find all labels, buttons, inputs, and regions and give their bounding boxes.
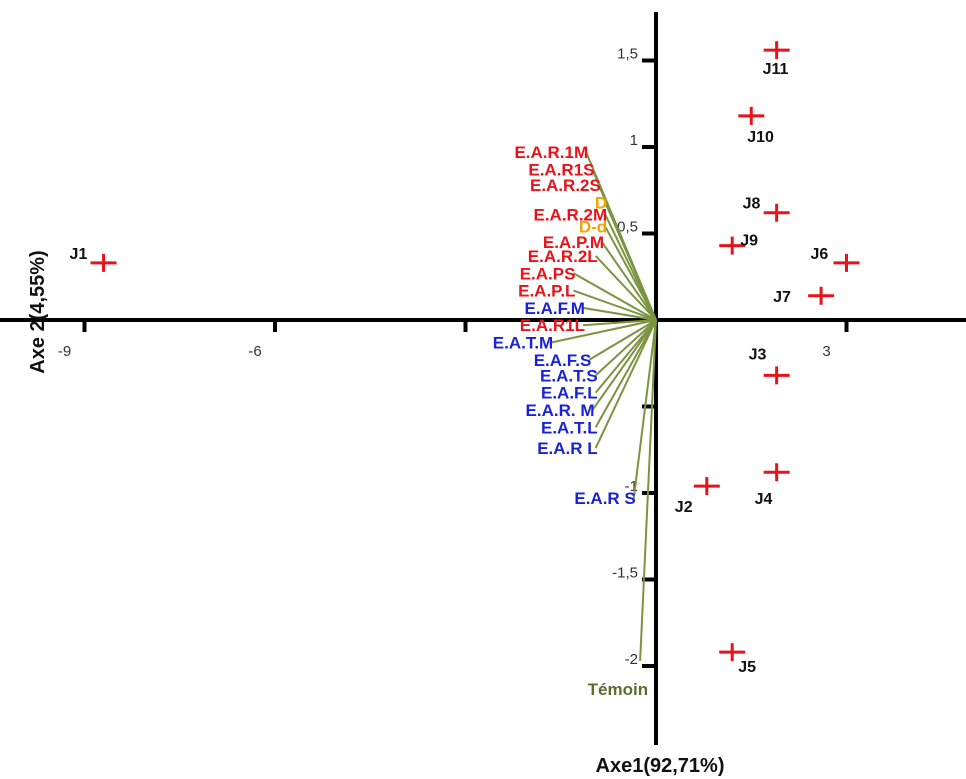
variable-label: E.A.R.2L: [528, 247, 598, 266]
loading-vector: [582, 306, 657, 321]
variable-label: E.A.R1L: [520, 316, 585, 335]
loading-vector: [573, 289, 657, 321]
observation-label: J10: [747, 129, 774, 146]
y-axis-title: Axe 2(4,55%): [27, 250, 49, 373]
variable-label: E.A.R L: [537, 439, 597, 458]
loading-vector: [594, 319, 657, 377]
observation-label: J2: [675, 499, 693, 516]
y-tick-label: -1,5: [612, 565, 638, 582]
variable-label: E.A.F.M: [525, 299, 585, 318]
observation-label: J1: [70, 246, 88, 263]
observation-label: J3: [749, 346, 767, 363]
loading-vector: [594, 319, 657, 428]
loading-vector: [594, 255, 657, 321]
x-tick-label: 3: [822, 343, 830, 360]
variable-label: E.A.T.S: [540, 366, 598, 385]
y-tick-label: -2: [625, 651, 638, 668]
loading-vector: [601, 241, 657, 321]
y-tick-label: 1,5: [617, 46, 638, 63]
axes: [0, 12, 966, 745]
loading-vector: [632, 319, 657, 499]
observations: J1 J2 J3 J4 J5 J6 J7 J8 J9 J10 J11: [70, 41, 860, 676]
observation-label: J4: [755, 491, 773, 508]
variable-label: E.A.P.M: [543, 233, 604, 252]
loading-vectors: [551, 151, 657, 661]
x-tick-label: -6: [248, 343, 261, 360]
observation-label: J7: [773, 289, 791, 306]
observation-label: J8: [743, 196, 761, 213]
observation-label: J11: [763, 61, 789, 78]
variable-label: D: [595, 193, 607, 212]
variable-label: E.A.F.S: [534, 351, 592, 370]
observation-label: J6: [811, 246, 829, 263]
variable-label: E.A.R. M: [526, 401, 595, 420]
loading-vector: [582, 319, 657, 327]
observation-label: J9: [740, 233, 758, 250]
loading-vector: [572, 272, 657, 321]
variable-labels: E.A.R.1ME.A.R1SE.A.R.2SDE.A.R.2MD-dE.A.P…: [493, 143, 648, 699]
variable-label: E.A.F.L: [541, 384, 598, 403]
variable-label: Témoin: [588, 680, 648, 699]
variable-label: D-d: [579, 218, 607, 237]
variable-label: E.A.PS: [520, 264, 576, 283]
variable-label: E.A.R1S: [528, 160, 594, 179]
loading-vector: [604, 226, 657, 321]
variable-label: E.A.T.L: [541, 418, 598, 437]
y-tick-label: 0,5: [617, 219, 638, 236]
variable-label: E.A.T.M: [493, 333, 553, 352]
loading-vector: [639, 319, 657, 661]
loading-vector: [551, 319, 657, 344]
observation-label: J5: [738, 659, 756, 676]
variable-label: E.A.R.2M: [534, 205, 608, 224]
variable-label: E.A.P.L: [518, 282, 575, 301]
x-tick-label: -9: [58, 343, 71, 360]
y-tick-label: 1: [630, 132, 638, 149]
loading-vector: [594, 319, 657, 449]
loading-vector: [591, 319, 657, 411]
loading-vector: [588, 319, 657, 361]
variable-label: E.A.R.1M: [514, 143, 588, 162]
loading-vector: [594, 319, 657, 394]
variable-label: E.A.R S: [574, 489, 635, 508]
ticks: -9 -6 31,510,5-1-1,5-2: [58, 46, 849, 668]
variable-label: E.A.R.2S: [530, 176, 601, 195]
x-axis-title: Axe1(92,71%): [596, 755, 725, 777]
